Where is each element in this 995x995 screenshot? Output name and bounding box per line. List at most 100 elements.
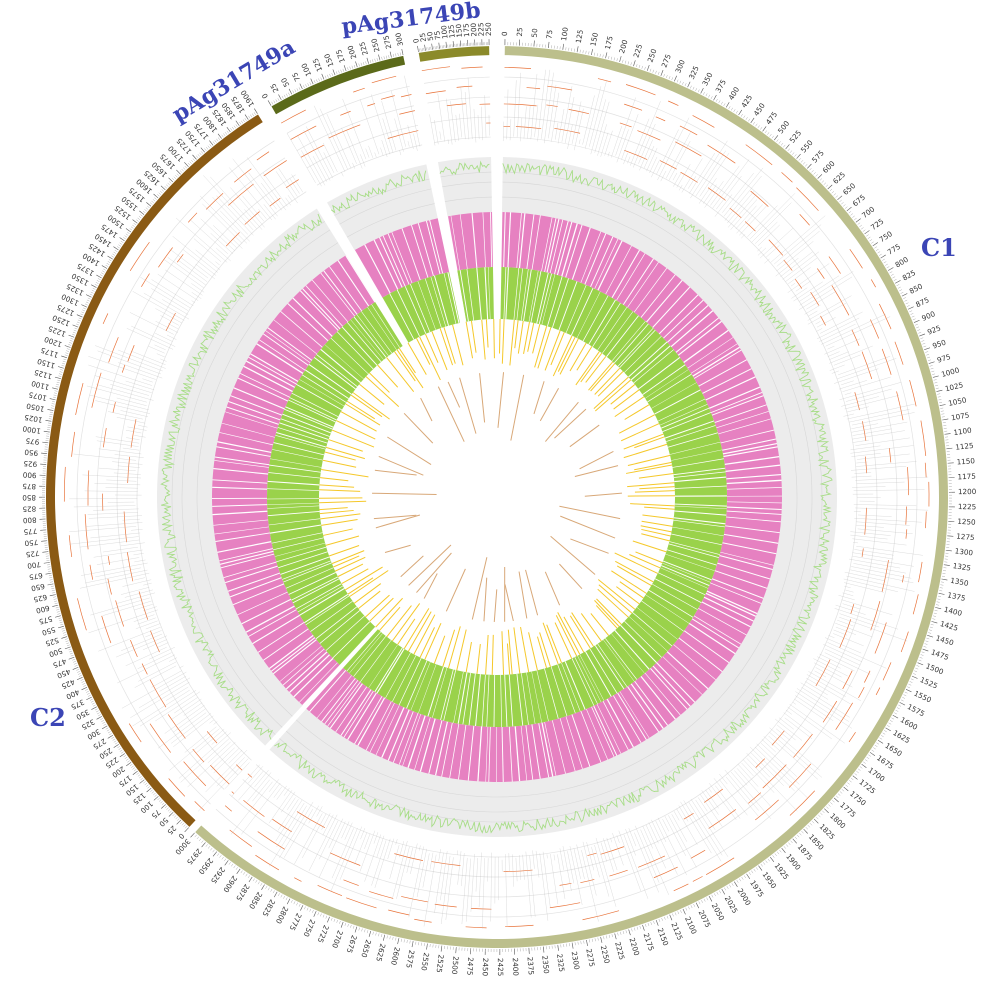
gene-label-mark [248, 766, 264, 784]
minor-tick [647, 922, 650, 926]
annotation-segment [625, 84, 656, 96]
gene-label-mark [352, 162, 356, 169]
gene-label-mark [746, 758, 798, 812]
gene-label-mark [851, 423, 879, 429]
inner-link [479, 373, 486, 423]
gene-label-mark [319, 820, 339, 860]
minor-tick [83, 307, 86, 310]
rna-gene [322, 459, 357, 468]
rna-gene [571, 612, 595, 647]
minor-tick [172, 813, 175, 817]
gene-label-mark [169, 657, 177, 662]
annotation-guide-pAg31749a [286, 85, 410, 134]
cds-gap [711, 578, 764, 599]
rna-gene [615, 560, 654, 583]
gene-label-mark [782, 251, 819, 280]
minor-tick [854, 773, 858, 776]
annotation-segment [244, 211, 260, 225]
minor-tick [170, 812, 174, 815]
gene-label-mark [565, 96, 575, 143]
inner-link [445, 568, 466, 612]
annotation-segment [905, 506, 907, 525]
cds-gap [327, 681, 361, 727]
rna-gene [443, 326, 456, 364]
gene-label-mark [258, 209, 267, 219]
annotation-segment [141, 273, 150, 287]
gene-label-mark [230, 781, 273, 835]
minor-tick [306, 907, 309, 911]
cds-gap [319, 610, 361, 644]
minor-tick [388, 55, 390, 59]
gene-label-mark [88, 515, 143, 519]
minor-tick [868, 754, 871, 757]
rna-gene [611, 570, 647, 594]
minor-tick [734, 881, 737, 885]
gene-label-mark [142, 378, 153, 383]
minor-tick [358, 63, 360, 67]
annotation-segment [881, 559, 889, 592]
rna-gene [639, 486, 675, 490]
minor-tick [198, 838, 202, 842]
minor-tick [417, 48, 419, 52]
minor-tick [835, 795, 839, 798]
gc-guide-C2 [181, 229, 331, 728]
tick-label: 50 [279, 76, 291, 89]
cds-gap [308, 364, 352, 395]
minor-tick [103, 268, 107, 271]
minor-tick [242, 119, 245, 123]
rna-gene [352, 392, 390, 420]
minor-tick [866, 234, 869, 237]
minor-tick [591, 51, 593, 55]
minor-tick [710, 96, 713, 99]
minor-tick [270, 888, 273, 892]
gene-label-mark [416, 848, 427, 898]
gene-label-mark [269, 805, 307, 867]
minor-tick [292, 90, 295, 94]
rna-gene [407, 611, 432, 652]
gene-label-mark [855, 476, 929, 481]
gene-label-mark [341, 171, 344, 177]
cds-forward-strand-track [212, 212, 782, 783]
cds-gap [556, 221, 573, 276]
minor-tick [109, 733, 112, 736]
cds-gap [447, 216, 458, 271]
cds-gap [435, 721, 449, 776]
annotation-segment [920, 420, 927, 456]
minor-tick [661, 917, 663, 921]
minor-tick [874, 246, 878, 249]
annotation-segment [900, 631, 909, 653]
cds-gap [644, 672, 681, 716]
cds-gap [296, 383, 343, 411]
cds-gap [289, 397, 337, 421]
gene-label-mark [817, 317, 860, 339]
minor-tick [376, 58, 378, 62]
minor-tick [915, 667, 919, 670]
minor-tick [104, 266, 108, 269]
tick-label: 2850 [247, 890, 264, 911]
minor-tick [51, 403, 55, 405]
rna-gene [407, 342, 427, 375]
gene-label-mark [459, 113, 462, 138]
gene-label-mark [308, 814, 338, 872]
minor-tick [60, 623, 64, 626]
cds-gap [271, 637, 316, 672]
cds-gap [692, 346, 740, 377]
cds-gap [612, 695, 642, 744]
gene-label-mark [734, 770, 748, 786]
gene-label-mark [824, 652, 871, 675]
minor-tick [133, 769, 137, 772]
cds-gap [217, 441, 272, 454]
cds-gap [392, 655, 417, 702]
tick-label: 2725 [316, 924, 331, 944]
cds-gap [604, 638, 638, 680]
gene-label-mark [854, 549, 894, 556]
cds-gap [468, 673, 476, 726]
gene-label-mark [371, 94, 391, 155]
tick-label: 675 [28, 571, 43, 582]
minor-tick [708, 94, 710, 98]
minor-tick [915, 323, 918, 326]
minor-tick [240, 870, 243, 874]
cds-gap [429, 219, 444, 274]
minor-tick [181, 822, 185, 826]
minor-tick [770, 856, 773, 860]
